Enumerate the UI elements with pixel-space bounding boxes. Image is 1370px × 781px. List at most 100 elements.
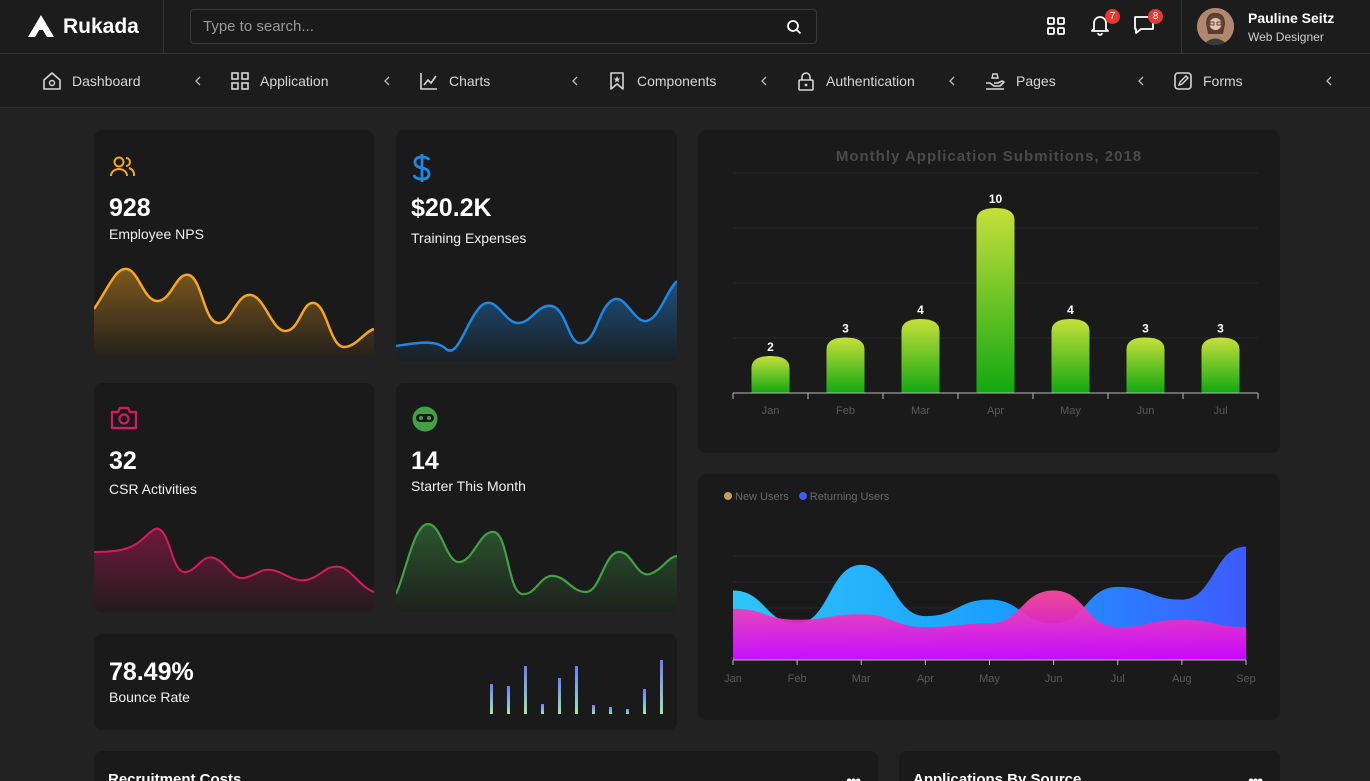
nav-item-pages[interactable]: Pages xyxy=(984,54,1056,108)
x-tick-label: Jan xyxy=(724,673,742,685)
nav-item-charts[interactable]: Charts xyxy=(419,54,490,108)
recruitment-costs-card: Recruitment Costs ••• xyxy=(94,751,878,781)
x-tick-label: Feb xyxy=(788,673,807,685)
grid-icon xyxy=(231,72,249,90)
x-tick-label: May xyxy=(1060,405,1081,417)
x-tick-label: Jul xyxy=(1213,405,1227,417)
stat-label: CSR Activities xyxy=(109,481,197,497)
stat-card-csr-activities: 32 CSR Activities xyxy=(94,383,374,612)
x-tick-label: Aug xyxy=(1172,673,1192,685)
edit-icon xyxy=(1174,72,1192,90)
users-area-chart-card: New Users Returning Users Jan Feb Mar Apr Ma… xyxy=(698,474,1280,720)
search-input[interactable] xyxy=(191,10,816,43)
camera-icon xyxy=(110,406,138,430)
x-tick-label: Jul xyxy=(1111,673,1125,685)
bar-chart: 2 3 4 10 4 3 3 Jan Feb Mar Apr May Jun Jul xyxy=(732,172,1259,417)
nav-label: Pages xyxy=(1016,73,1056,89)
card-title: Applications By Source xyxy=(913,771,1082,781)
legend-item-new-users[interactable]: New Users xyxy=(724,491,789,503)
data-label: 3 xyxy=(1142,322,1149,336)
brand[interactable]: Rukada xyxy=(0,0,164,54)
nav-label: Forms xyxy=(1203,73,1243,89)
x-tick-label: Jun xyxy=(1137,405,1155,417)
area-series-new-users[interactable] xyxy=(733,590,1246,660)
notifications-badge: 7 xyxy=(1105,9,1120,24)
search-box xyxy=(190,9,817,44)
area-chart: Jan Feb Mar Apr May Jun Jul Aug Sep xyxy=(724,546,1256,685)
chevron-left-icon[interactable] xyxy=(191,74,205,88)
chevron-left-icon[interactable] xyxy=(568,74,582,88)
stat-card-employee-nps: 928 Employee NPS xyxy=(94,130,374,357)
stat-card-starter-this-month: 14 Starter This Month xyxy=(396,383,677,612)
x-tick-label: Mar xyxy=(911,405,930,417)
sparkline-chart xyxy=(396,522,677,612)
x-tick-label: Jun xyxy=(1045,673,1063,685)
user-name: Pauline Seitz xyxy=(1248,10,1335,26)
messages-button[interactable]: 8 xyxy=(1133,9,1163,38)
stat-value: 32 xyxy=(109,447,137,475)
legend-item-returning-users[interactable]: Returning Users xyxy=(798,491,890,503)
bar[interactable] xyxy=(751,356,790,393)
stat-value: 78.49% xyxy=(109,658,194,686)
more-options-icon[interactable]: ••• xyxy=(1248,773,1263,781)
bar[interactable] xyxy=(1201,337,1240,394)
sparkline-chart xyxy=(94,267,374,357)
bar[interactable] xyxy=(1051,319,1090,393)
stat-card-bounce-rate: 78.49% Bounce Rate xyxy=(94,634,677,730)
bar[interactable] xyxy=(901,319,940,393)
x-tick-label: Sep xyxy=(1236,673,1256,685)
stat-value: 928 xyxy=(109,194,151,222)
bar[interactable] xyxy=(1126,337,1165,394)
nav-label: Application xyxy=(260,73,329,89)
legend-label: Returning Users xyxy=(809,491,890,503)
lock-icon xyxy=(798,72,814,91)
user-role: Web Designer xyxy=(1248,30,1324,44)
mini-bar-chart xyxy=(490,660,663,714)
applications-by-source-card: Applications By Source ••• xyxy=(899,751,1280,781)
x-tick-label: May xyxy=(979,673,1000,685)
apps-grid-icon[interactable] xyxy=(1046,14,1070,38)
brand-name: Rukada xyxy=(63,15,139,38)
chart-legend: New Users Returning Users xyxy=(724,491,889,503)
x-tick-label: Mar xyxy=(852,673,871,685)
bar[interactable] xyxy=(826,337,865,394)
user-profile[interactable]: Pauline Seitz Web Designer xyxy=(1181,0,1370,54)
data-label: 10 xyxy=(989,192,1003,206)
chart-title: Monthly Application Submitions, 2018 xyxy=(835,148,1143,165)
dollar-icon xyxy=(412,154,431,182)
nav-label: Dashboard xyxy=(72,73,141,89)
card-title: Recruitment Costs xyxy=(108,771,242,781)
logo-icon xyxy=(28,15,54,37)
nav-label: Components xyxy=(637,73,717,89)
more-options-icon[interactable]: ••• xyxy=(846,773,861,781)
nav-item-forms[interactable]: Forms xyxy=(1173,54,1243,108)
sparkline-chart xyxy=(396,280,677,361)
x-tick-label: Apr xyxy=(987,405,1004,417)
stat-value: 14 xyxy=(411,447,439,475)
data-label: 3 xyxy=(842,322,849,336)
users-icon xyxy=(110,156,136,177)
chevron-left-icon[interactable] xyxy=(380,74,394,88)
nav-item-dashboard[interactable]: Dashboard xyxy=(42,54,141,108)
bar[interactable] xyxy=(976,208,1015,393)
nav-item-authentication[interactable]: Authentication xyxy=(796,54,915,108)
sparkline-chart xyxy=(94,527,374,612)
nav-item-application[interactable]: Application xyxy=(230,54,329,108)
home-icon xyxy=(43,72,61,90)
smile-icon xyxy=(412,406,438,432)
monthly-applications-chart-card: Monthly Application Submitions, 2018 2 3 4… xyxy=(698,130,1280,453)
notifications-button[interactable]: 7 xyxy=(1090,9,1120,38)
chart-line-icon xyxy=(420,73,437,90)
data-label: 4 xyxy=(1067,303,1074,317)
search-icon[interactable] xyxy=(786,19,802,35)
bell-icon xyxy=(1091,16,1109,36)
chevron-left-icon[interactable] xyxy=(757,74,771,88)
chevron-left-icon[interactable] xyxy=(945,74,959,88)
chevron-left-icon[interactable] xyxy=(1134,74,1148,88)
nav-item-components[interactable]: Components xyxy=(607,54,716,108)
avatar[interactable] xyxy=(1197,8,1234,45)
data-label: 2 xyxy=(767,340,774,354)
chevron-left-icon[interactable] xyxy=(1322,74,1336,88)
bookmark-icon xyxy=(610,72,624,90)
data-label: 4 xyxy=(917,303,924,317)
